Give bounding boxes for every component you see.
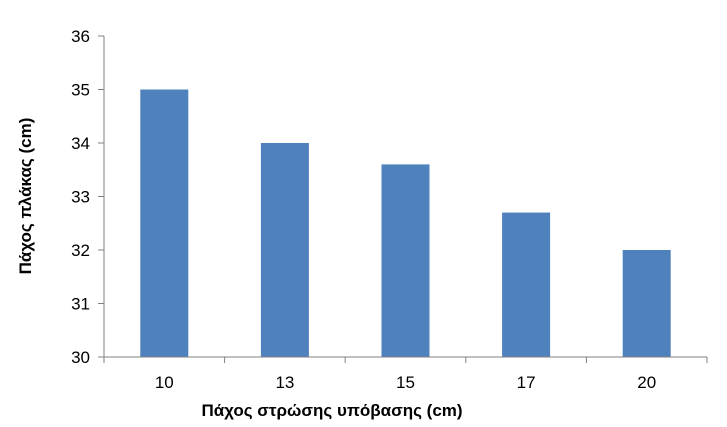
y-tick-label: 35 [71, 81, 90, 100]
bar-20 [622, 250, 671, 357]
y-tick-label: 34 [71, 134, 90, 153]
bars-layer [140, 89, 671, 357]
bar-17 [502, 212, 551, 357]
x-tick-label: 15 [396, 373, 415, 392]
bar-15 [381, 164, 430, 357]
y-tick-label: 33 [71, 188, 90, 207]
x-tick-label: 10 [155, 373, 174, 392]
y-tick-label: 36 [71, 27, 90, 46]
x-tick-label: 20 [637, 373, 656, 392]
bar-13 [260, 143, 309, 357]
x-axis-title: Πάχος στρώσης υπόβασης (cm) [201, 401, 462, 420]
y-tick-label: 30 [71, 348, 90, 367]
y-axis-title: Πάχος πλάκας (cm) [16, 118, 35, 275]
y-tick-label: 31 [71, 295, 90, 314]
x-tick-label: 17 [517, 373, 536, 392]
x-tick-label: 13 [275, 373, 294, 392]
ticks-layer: 30 31 32 33 34 35 36 10 13 15 17 20 [71, 27, 708, 392]
y-tick-label: 32 [71, 241, 90, 260]
bar-10 [140, 89, 189, 357]
